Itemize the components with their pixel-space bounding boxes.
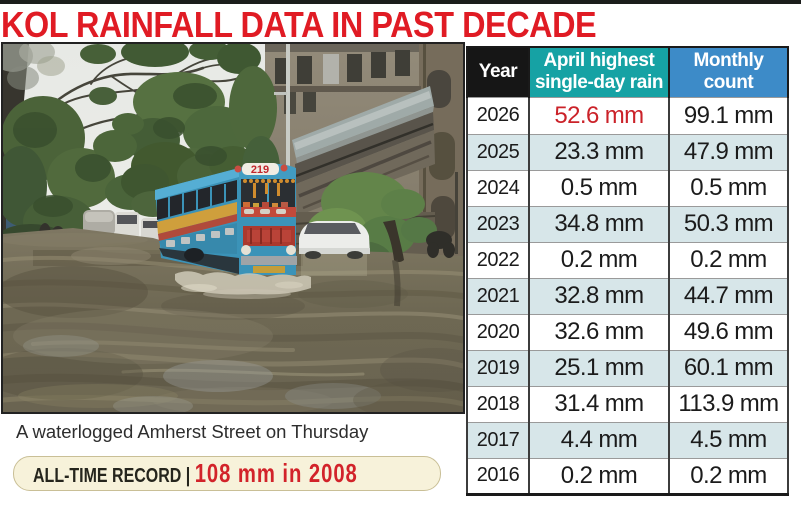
- svg-text:219: 219: [251, 164, 269, 176]
